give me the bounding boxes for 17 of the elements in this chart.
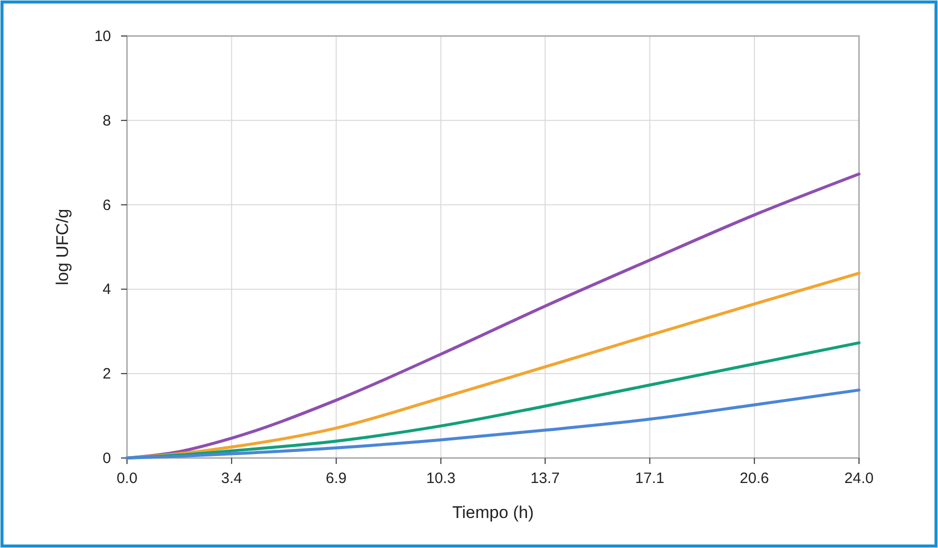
x-tick-label: 3.4 [221, 470, 242, 487]
y-tick-label: 2 [102, 366, 111, 383]
x-tick-label: 20.6 [740, 470, 769, 487]
y-tick-label: 10 [94, 28, 111, 45]
x-tick-label: 24.0 [844, 470, 874, 487]
x-axis-title: Tiempo (h) [452, 503, 534, 522]
x-tick-label: 6.9 [326, 470, 347, 487]
x-tick-label: 13.7 [530, 470, 560, 487]
line-series [126, 388, 860, 460]
x-tick-label: 10.3 [426, 470, 456, 487]
y-tick-label: 8 [102, 112, 111, 130]
y-axis-title: log UFC/g [53, 208, 72, 286]
y-tick-label: 6 [102, 196, 111, 214]
x-tick-label: 0.0 [116, 470, 138, 487]
x-tick-label: 17.1 [635, 470, 664, 487]
y-tick-label: 4 [102, 281, 111, 298]
y-tick-label: 0 [102, 450, 111, 467]
